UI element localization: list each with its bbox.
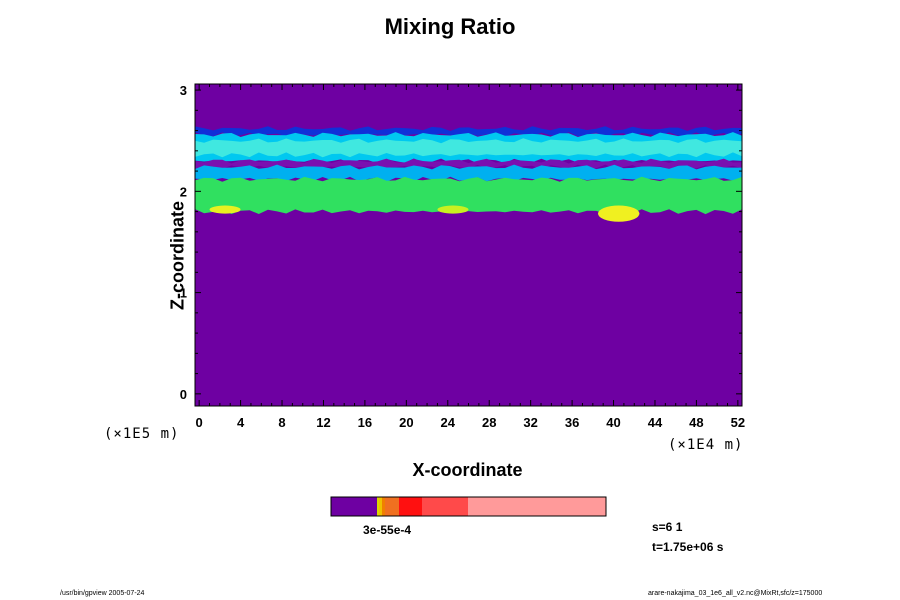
- x-tick-label: 44: [648, 415, 663, 430]
- x-tick-label: 48: [689, 415, 703, 430]
- colorbar-segment: [331, 497, 377, 516]
- x-tick-label: 16: [358, 415, 372, 430]
- y-axis-label: Z-coordinate: [167, 201, 188, 311]
- colorbar-segment: [385, 497, 399, 516]
- y-tick-label: 1: [180, 286, 187, 301]
- heatmap-lower-green: [195, 176, 742, 215]
- heatmap-lower-yellow-patch-3: [597, 205, 640, 222]
- time-info-text: t=1.75e+06 s: [652, 540, 724, 554]
- x-axis-unit: (×1E4 m): [668, 437, 744, 453]
- heatmap-gap-purple: [195, 158, 742, 170]
- colorbar-segment: [382, 497, 385, 516]
- x-tick-label: 0: [196, 415, 203, 430]
- colorbar-segment: [422, 497, 468, 516]
- y-axis-unit: (×1E5 m): [104, 426, 180, 442]
- x-tick-label: 24: [441, 415, 456, 430]
- plot-area: [195, 84, 742, 406]
- x-tick-label: 12: [316, 415, 330, 430]
- y-tick-label: 3: [180, 83, 187, 98]
- colorbar-segment: [377, 497, 379, 516]
- s-info-text: s=6 1: [652, 520, 683, 534]
- x-axis-label: X-coordinate: [412, 460, 523, 480]
- colorbar-segment: [379, 497, 382, 516]
- chart-title: Mixing Ratio: [384, 14, 516, 39]
- colorbar-segment: [399, 497, 422, 516]
- colorbar-frame: [330, 496, 607, 517]
- footer-right: arare-nakajima_03_1e6_all_v2.nc@MixRt,sf…: [648, 590, 823, 597]
- colorbar: [330, 496, 607, 517]
- x-tick-label: 36: [565, 415, 579, 430]
- y-tick-label: 2: [180, 184, 187, 199]
- heatmap-lower-yellow-patch-2: [437, 205, 469, 214]
- footer-left: /usr/bin/gpview 2005-07-24: [60, 590, 145, 597]
- colorbar-label: 3e-55e-4: [363, 523, 412, 537]
- y-tick-label: 0: [180, 387, 187, 402]
- colorbar-segment: [468, 497, 606, 516]
- heatmap-upper-cyan: [195, 138, 742, 158]
- x-tick-label: 20: [399, 415, 413, 430]
- x-tick-label: 28: [482, 415, 496, 430]
- x-tick-label: 32: [523, 415, 537, 430]
- heatmap-lower-yellow-patch-1: [209, 205, 241, 214]
- heatmap-mid-blue: [195, 164, 742, 182]
- x-tick-label: 4: [237, 415, 245, 430]
- x-tick-label: 40: [606, 415, 620, 430]
- x-tick-label: 8: [278, 415, 285, 430]
- x-tick-label: 52: [731, 415, 745, 430]
